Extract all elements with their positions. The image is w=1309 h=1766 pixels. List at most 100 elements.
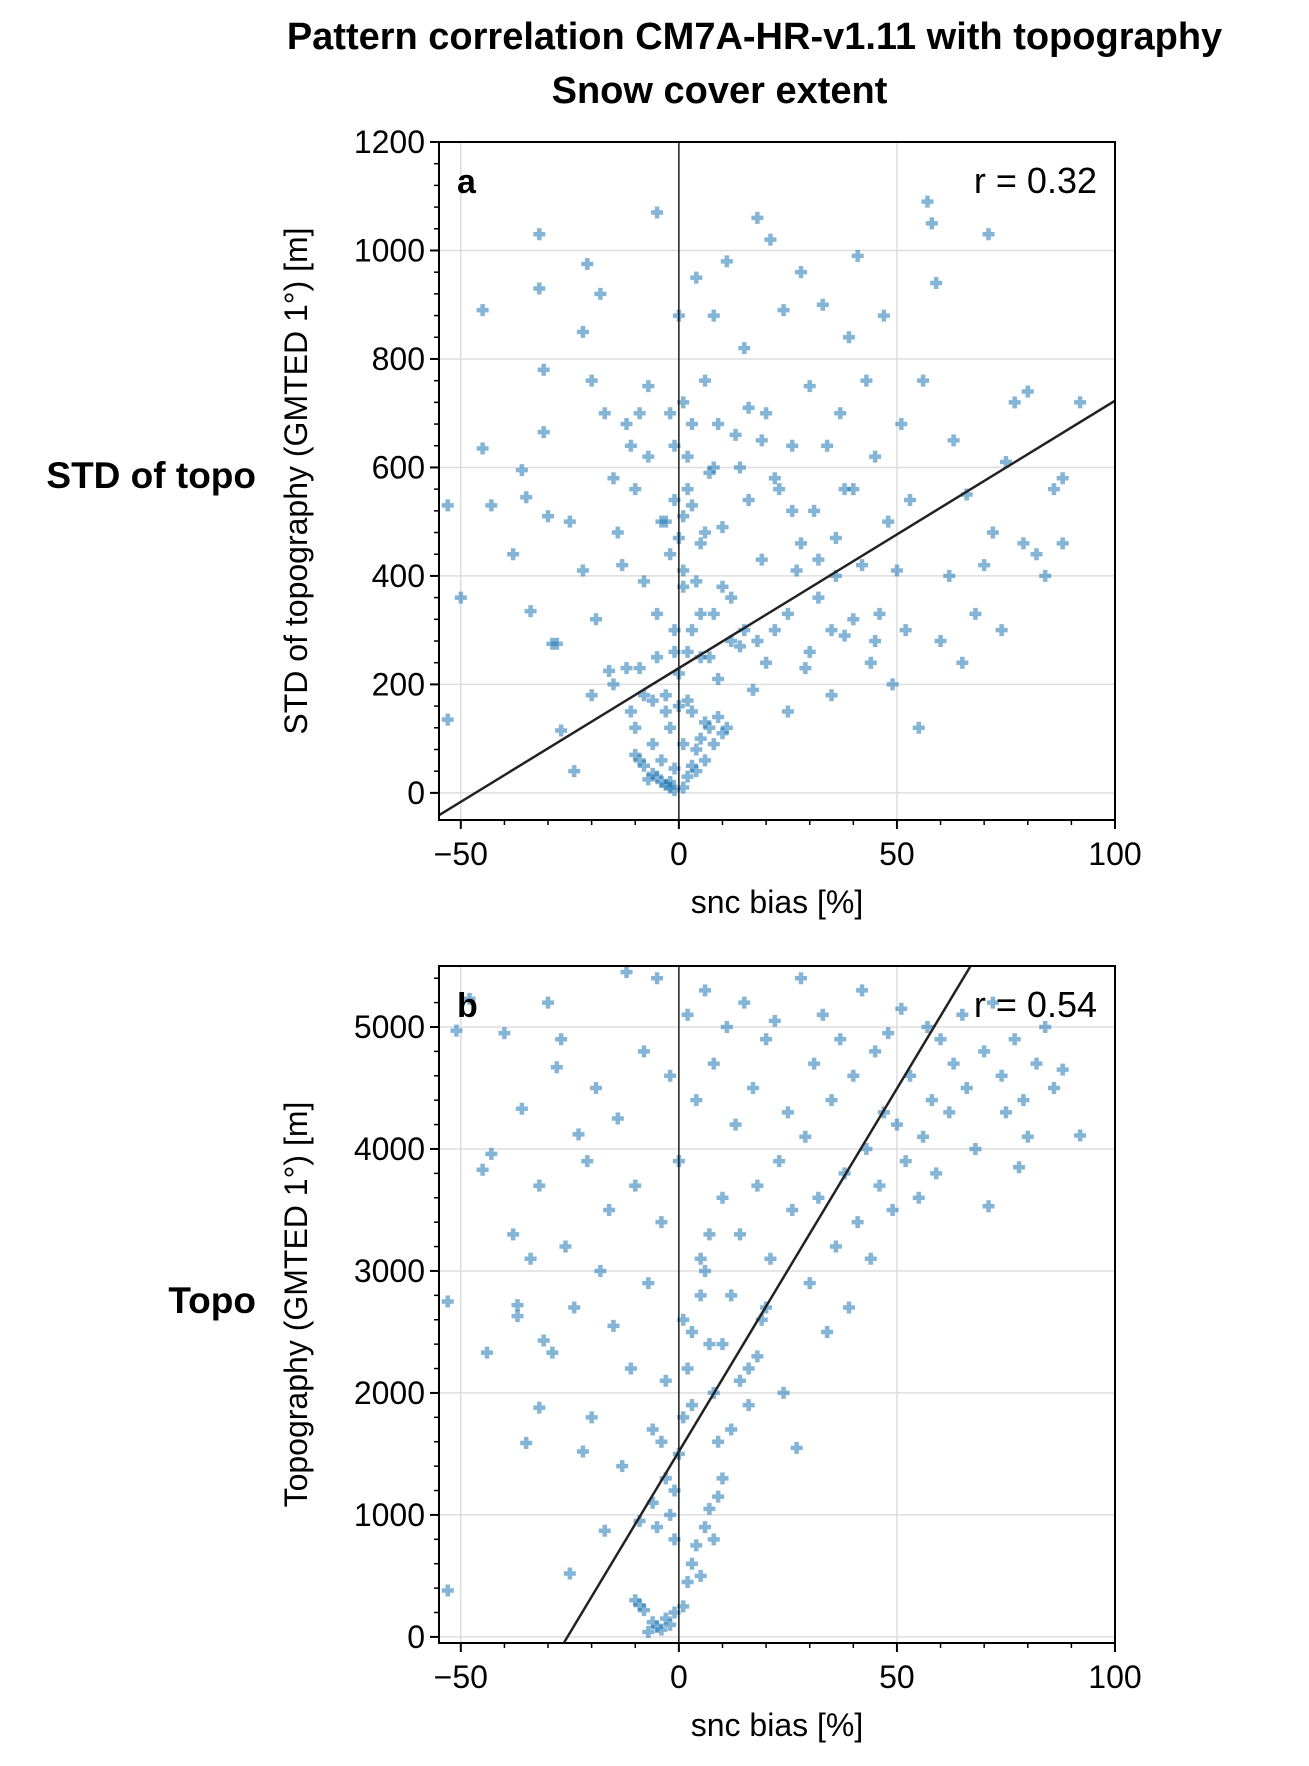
data-point xyxy=(699,1264,712,1277)
data-point xyxy=(646,694,659,707)
data-point xyxy=(712,672,725,685)
data-point xyxy=(995,624,1008,637)
y-tick-label: 3000 xyxy=(354,1253,425,1289)
data-point xyxy=(563,1567,576,1580)
data-point xyxy=(847,1069,860,1082)
data-point xyxy=(607,1319,620,1332)
data-point xyxy=(651,972,664,985)
data-point xyxy=(703,721,716,734)
data-point xyxy=(786,1203,799,1216)
data-point xyxy=(825,1094,838,1107)
data-point xyxy=(934,635,947,648)
data-point xyxy=(947,1057,960,1070)
data-point xyxy=(694,1569,707,1582)
data-point xyxy=(860,374,873,387)
data-point xyxy=(568,765,581,778)
data-point xyxy=(1013,1161,1026,1174)
data-point xyxy=(768,1014,781,1027)
data-point xyxy=(812,591,825,604)
data-point xyxy=(869,1045,882,1058)
data-point xyxy=(690,743,703,756)
data-point xyxy=(720,255,733,268)
data-point xyxy=(651,607,664,620)
data-point xyxy=(1017,1094,1030,1107)
data-point xyxy=(720,1020,733,1033)
data-point xyxy=(733,461,746,474)
data-point xyxy=(537,426,550,439)
data-point xyxy=(581,1155,594,1168)
correlation-annotation: r = 0.54 xyxy=(974,984,1097,1025)
data-point xyxy=(930,277,943,290)
data-point xyxy=(646,1616,659,1629)
data-point xyxy=(838,483,851,496)
data-point xyxy=(773,483,786,496)
data-point xyxy=(607,678,620,691)
data-points xyxy=(441,195,1087,797)
data-point xyxy=(685,418,698,431)
data-point xyxy=(1074,1129,1087,1142)
y-tick-label: 2000 xyxy=(354,1375,425,1411)
plot-frame xyxy=(438,141,1116,821)
data-point xyxy=(712,1490,725,1503)
data-point xyxy=(895,418,908,431)
data-point xyxy=(864,656,877,669)
data-point xyxy=(550,637,563,650)
data-point xyxy=(476,1163,489,1176)
data-point xyxy=(1008,396,1021,409)
data-point xyxy=(441,1584,454,1597)
data-point xyxy=(733,640,746,653)
data-point xyxy=(856,984,869,997)
data-point xyxy=(742,401,755,414)
data-point xyxy=(699,754,712,767)
data-point xyxy=(999,456,1012,469)
data-point xyxy=(542,996,555,1009)
data-point xyxy=(947,434,960,447)
data-point xyxy=(986,526,999,539)
data-point xyxy=(563,515,576,528)
data-point xyxy=(912,1191,925,1204)
data-point xyxy=(742,1362,755,1375)
data-point xyxy=(729,1118,742,1131)
data-point xyxy=(1047,483,1060,496)
data-point xyxy=(542,510,555,523)
data-point xyxy=(450,1024,463,1037)
data-point xyxy=(999,1106,1012,1119)
data-point xyxy=(646,738,659,751)
data-point xyxy=(760,407,773,420)
data-point xyxy=(773,1155,786,1168)
row-label-std-topo: STD of topo xyxy=(46,455,256,496)
x-tick-label: 0 xyxy=(670,836,688,872)
data-point xyxy=(699,374,712,387)
data-point xyxy=(716,521,729,534)
data-point xyxy=(886,1203,899,1216)
data-point xyxy=(441,499,454,512)
data-point xyxy=(729,428,742,441)
data-point xyxy=(890,1118,903,1131)
data-point xyxy=(585,374,598,387)
data-point xyxy=(978,559,991,572)
data-point xyxy=(790,564,803,577)
data-point xyxy=(716,580,729,593)
data-point xyxy=(651,1521,664,1534)
data-point xyxy=(1047,1081,1060,1094)
data-point xyxy=(568,1301,581,1314)
data-point xyxy=(537,1334,550,1347)
data-point xyxy=(847,613,860,626)
data-point xyxy=(664,721,677,734)
data-point xyxy=(681,770,694,783)
data-point xyxy=(768,624,781,637)
data-point xyxy=(803,645,816,658)
row-label-topo: Topo xyxy=(168,1280,256,1321)
data-point xyxy=(637,689,650,702)
data-point xyxy=(886,678,899,691)
data-point xyxy=(921,1020,934,1033)
y-tick-label: 800 xyxy=(372,341,425,377)
data-point xyxy=(882,1027,895,1040)
data-point xyxy=(738,342,751,355)
data-point xyxy=(681,1576,694,1589)
data-point xyxy=(681,1362,694,1375)
data-point xyxy=(690,1094,703,1107)
data-point xyxy=(755,434,768,447)
data-point xyxy=(616,1460,629,1473)
data-point xyxy=(747,1081,760,1094)
